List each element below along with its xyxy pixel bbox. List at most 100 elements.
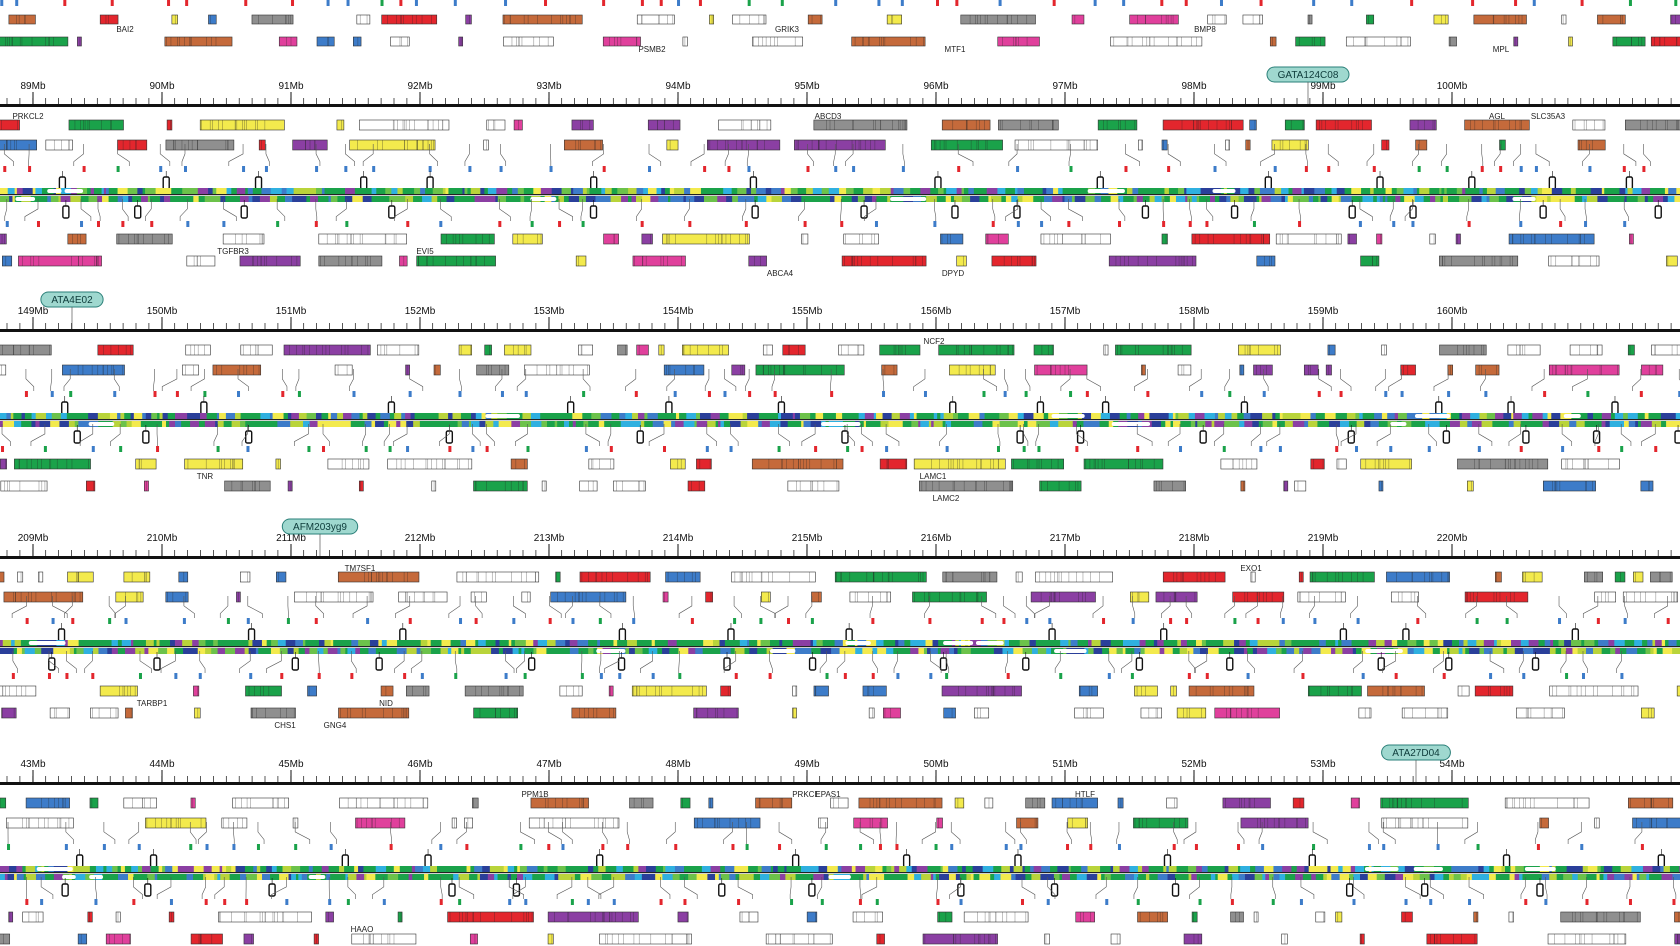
gene-connector xyxy=(456,822,467,844)
probe-mark xyxy=(329,844,333,850)
gene-connector xyxy=(122,199,129,221)
gene-connector xyxy=(322,424,330,446)
gene-block-unclassified xyxy=(1549,685,1639,697)
gene-block-unclassified xyxy=(1381,344,1387,356)
gene-connector xyxy=(1376,424,1391,446)
gene-block xyxy=(336,119,345,131)
assembly-gap-box xyxy=(1096,171,1104,190)
gene-block xyxy=(1380,797,1469,809)
gene-connector xyxy=(863,199,877,221)
gene-block xyxy=(1097,119,1138,131)
gene-connector xyxy=(276,199,286,221)
gene-block xyxy=(8,911,14,923)
gene-block xyxy=(283,344,371,356)
probe-mark xyxy=(471,446,475,452)
gene-block xyxy=(1245,139,1251,151)
probe-mark xyxy=(1256,618,1260,624)
gene-connector xyxy=(1375,369,1386,391)
gene-connector xyxy=(724,144,729,166)
assembly-gap-box xyxy=(777,396,786,415)
probe-mark xyxy=(895,844,899,850)
gene-block xyxy=(575,255,587,267)
gene-connector xyxy=(1300,877,1315,899)
probe-mark xyxy=(96,221,100,227)
probe-mark xyxy=(1475,618,1479,624)
top-strip: BAI2 PSMB2 GRIK3 MTF1 BMP8 MPL xyxy=(0,0,1680,54)
probe-mark xyxy=(1059,673,1063,679)
probe-mark xyxy=(64,844,68,850)
assembly-gap-box xyxy=(268,878,276,897)
gene-block-unclassified xyxy=(22,911,44,923)
gene-connector xyxy=(1559,199,1566,221)
probe-mark xyxy=(1169,618,1173,624)
probe-mark xyxy=(138,673,142,679)
gene-block xyxy=(1439,344,1487,356)
gene-connector xyxy=(945,651,950,673)
gene-connector xyxy=(840,199,842,221)
gene-block xyxy=(811,591,822,603)
gene-connector xyxy=(508,877,524,899)
gene-connector xyxy=(1433,651,1445,673)
gene-connector xyxy=(110,424,121,446)
tick-label: 46Mb xyxy=(407,759,432,770)
probe-mark xyxy=(43,446,47,452)
probe-mark xyxy=(955,0,959,6)
assembly-gap-box xyxy=(426,171,434,190)
gene-block xyxy=(243,933,254,945)
gene-block xyxy=(1614,571,1626,583)
probe-mark xyxy=(859,844,863,850)
gene-block-unclassified xyxy=(240,344,273,356)
gene-connector xyxy=(1518,651,1524,673)
top-gene-label: MPL xyxy=(1493,45,1510,54)
gene-connector xyxy=(1582,877,1587,899)
probe-mark xyxy=(1020,899,1024,905)
gene-block-unclassified xyxy=(115,911,121,923)
gene-block xyxy=(1,707,17,719)
gene-block xyxy=(473,480,528,492)
probe-mark xyxy=(745,844,749,850)
probe-mark xyxy=(1628,0,1632,6)
probe-mark xyxy=(246,618,250,624)
assembly-gap-box xyxy=(1339,623,1348,642)
probe-mark xyxy=(232,844,236,850)
probe-mark xyxy=(1519,446,1523,452)
gene-block xyxy=(3,591,84,603)
gene-connector xyxy=(1340,424,1357,446)
gene-connector xyxy=(1616,651,1622,673)
gene-label: GNG4 xyxy=(324,721,347,730)
probe-mark xyxy=(877,0,881,6)
gene-connector xyxy=(515,424,528,446)
tick-label: 49Mb xyxy=(794,759,819,770)
gene-block xyxy=(1307,14,1313,25)
gene-block-unclassified xyxy=(838,344,865,356)
gene-block xyxy=(782,344,806,356)
gene-block-unclassified xyxy=(1315,911,1326,923)
gene-block xyxy=(709,14,714,25)
gene-connector xyxy=(294,424,309,446)
probe-mark xyxy=(326,0,330,6)
marker-label: AFM203yg9 xyxy=(293,522,347,533)
gene-connector xyxy=(330,822,337,844)
tick-label: 100Mb xyxy=(1437,81,1468,92)
gene-block xyxy=(472,797,479,809)
assembly-gap-box xyxy=(718,878,726,897)
gene-block xyxy=(949,364,996,376)
probe-mark xyxy=(1445,166,1449,172)
probe-mark xyxy=(548,618,552,624)
probe-mark xyxy=(1252,221,1256,227)
gene-block xyxy=(168,911,175,923)
gene-block xyxy=(1183,933,1203,945)
assembly-gap-box xyxy=(665,396,673,415)
gene-block-unclassified xyxy=(528,817,620,829)
probe-mark xyxy=(1089,844,1093,850)
gene-connector xyxy=(602,822,608,844)
probe-mark xyxy=(1674,0,1678,6)
gene-connector xyxy=(52,596,68,618)
probe-mark xyxy=(1262,391,1266,397)
tick-label: 152Mb xyxy=(405,306,436,317)
gene-block xyxy=(1162,571,1226,583)
gene-connector xyxy=(558,199,573,221)
gene-block xyxy=(166,119,173,131)
probe-mark xyxy=(94,899,98,905)
gene-block xyxy=(353,36,362,47)
